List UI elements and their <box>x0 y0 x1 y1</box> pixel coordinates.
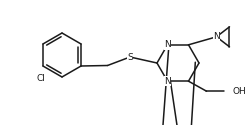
Text: Cl: Cl <box>36 74 45 83</box>
Text: OH: OH <box>232 87 245 96</box>
Text: N: N <box>164 40 170 49</box>
Text: N: N <box>164 77 170 86</box>
Text: N: N <box>212 32 219 41</box>
Text: S: S <box>126 52 132 62</box>
